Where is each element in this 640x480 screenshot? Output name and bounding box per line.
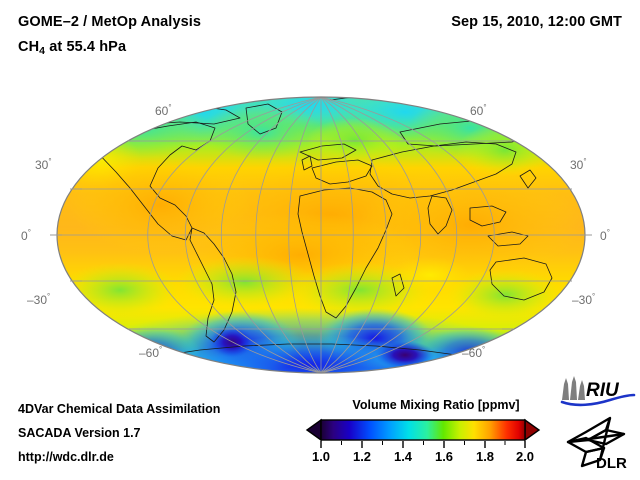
lat-label-left-30: 30° <box>35 157 52 172</box>
lat-label-left-m30: –30° <box>27 292 51 307</box>
lat-label-left-m60: –60° <box>139 345 163 360</box>
page-title: GOME–2 / MetOp Analysis <box>18 14 202 30</box>
axis-ticks <box>50 140 592 330</box>
lat-label-right-60: 60° <box>470 103 487 118</box>
colorbar-max-arrow <box>524 418 541 442</box>
colorbar-tick-1.0: 1.0 <box>311 449 331 464</box>
riu-logo: RIU <box>560 376 636 407</box>
altitude-text: at 55.4 hPa <box>45 39 127 55</box>
graticule <box>57 97 585 373</box>
version-label: SACADA Version 1.7 <box>18 426 141 440</box>
method-label: 4DVar Chemical Data Assimilation <box>18 402 221 416</box>
dlr-pinwheel-icon <box>566 416 626 468</box>
colorbar-ticks <box>320 441 526 448</box>
species-subscript: 4 <box>39 45 46 57</box>
colorbar <box>305 418 541 442</box>
lat-label-right-0: 0° <box>600 228 610 243</box>
lat-label-left-0: 0° <box>21 228 31 243</box>
world-map <box>50 96 592 374</box>
species-text: CH <box>18 39 40 55</box>
colorbar-gradient <box>320 419 526 441</box>
lat-label-right-30: 30° <box>570 157 587 172</box>
website-link[interactable]: http://wdc.dlr.de <box>18 450 114 464</box>
lat-label-left-60: 60° <box>155 103 172 118</box>
colorbar-tick-1.4: 1.4 <box>393 449 413 464</box>
colorbar-min-arrow <box>305 418 322 442</box>
dlr-logo: DLR <box>566 416 627 470</box>
colorbar-title: Volume Mixing Ratio [ppmv] <box>352 398 520 412</box>
dlr-wordmark: DLR <box>596 455 627 470</box>
colorbar-tick-2.0: 2.0 <box>515 449 535 464</box>
species-altitude-label: CH4 at 55.4 hPa <box>18 39 127 57</box>
riu-wordmark: RIU <box>586 380 620 401</box>
riu-towers-icon <box>562 376 585 400</box>
colorbar-tick-1.8: 1.8 <box>475 449 495 464</box>
colorbar-tick-1.2: 1.2 <box>352 449 372 464</box>
riu-swoosh-icon <box>560 393 636 407</box>
colorbar-tick-1.6: 1.6 <box>434 449 454 464</box>
timestamp-label: Sep 15, 2010, 12:00 GMT <box>451 14 622 30</box>
lat-label-right-m60: –60° <box>462 345 486 360</box>
lat-label-right-m30: –30° <box>572 292 596 307</box>
